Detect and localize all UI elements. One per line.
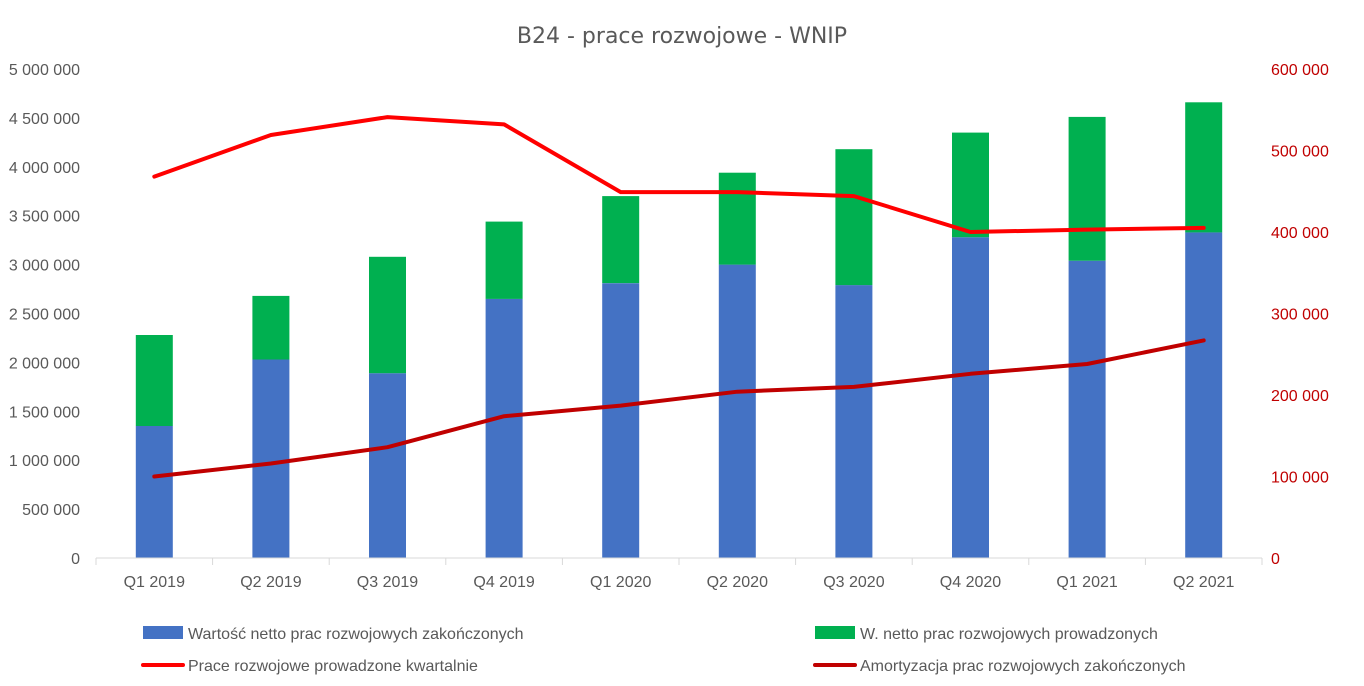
bar-completed-6	[835, 285, 873, 558]
bar-completed-5	[718, 264, 756, 558]
x-tick-label: Q1 2019	[124, 574, 185, 591]
left-tick-label: 4 000 000	[9, 160, 80, 177]
right-tick-label: 200 000	[1271, 388, 1329, 405]
x-tick-label: Q2 2019	[240, 574, 301, 591]
line-series-amortyzacja	[152, 338, 1206, 479]
left-axis-ticks: 0 500 000 1 000 000 1 500 000 2 000 000 2 500…	[9, 62, 80, 568]
bar-in-progress-0	[135, 335, 173, 426]
bar-in-progress-4	[602, 196, 640, 284]
bars-layer	[135, 102, 1223, 559]
x-tick-label: Q2 2020	[707, 574, 768, 591]
bar-in-progress-6	[835, 149, 873, 286]
x-tick-label: Q1 2020	[590, 574, 651, 591]
left-tick-label: 500 000	[22, 502, 80, 519]
left-tick-label: 5 000 000	[9, 62, 80, 79]
bar-completed-2	[369, 373, 406, 558]
bar-in-progress-5	[718, 172, 756, 265]
left-tick-label: 1 000 000	[9, 453, 80, 470]
bar-in-progress-2	[369, 256, 406, 374]
x-tick-label: Q3 2019	[357, 574, 418, 591]
right-tick-label: 0	[1271, 551, 1280, 568]
lines-layer	[152, 115, 1206, 479]
left-tick-label: 3 500 000	[9, 209, 80, 226]
x-tick-label: Q4 2020	[940, 574, 1001, 591]
chart-title: B24 - prace rozwojowe - WNIP	[517, 24, 847, 49]
left-tick-label: 2 500 000	[9, 307, 80, 324]
bar-completed-8	[1068, 260, 1106, 558]
bar-completed-9	[1185, 232, 1223, 559]
line-series-prace-kwartalnie	[152, 115, 1206, 234]
left-tick-label: 3 000 000	[9, 258, 80, 275]
bar-completed-1	[252, 359, 290, 558]
bar-in-progress-1	[252, 295, 290, 360]
right-tick-label: 600 000	[1271, 62, 1329, 79]
bar-completed-3	[485, 298, 523, 558]
right-axis-ticks: 0 100 000 200 000 300 000 400 000 500 000 600 …	[1271, 62, 1329, 568]
bar-completed-4	[602, 283, 640, 558]
bar-in-progress-7	[952, 132, 989, 238]
bar-in-progress-8	[1068, 116, 1106, 261]
bar-in-progress-3	[485, 221, 523, 299]
bar-completed-0	[135, 426, 173, 558]
right-tick-label: 500 000	[1271, 144, 1329, 161]
bar-completed-7	[952, 237, 989, 558]
bar-in-progress-9	[1185, 102, 1223, 233]
left-tick-label: 4 500 000	[9, 111, 80, 128]
right-tick-label: 400 000	[1271, 225, 1329, 242]
legend: Wartość netto prac rozwojowych zakończon…	[141, 626, 1185, 675]
right-tick-label: 300 000	[1271, 307, 1329, 324]
legend-swatch	[143, 626, 183, 639]
left-tick-label: 1 500 000	[9, 404, 80, 421]
left-tick-label: 0	[71, 551, 80, 568]
x-axis-ticks: Q1 2019 Q2 2019 Q3 2019 Q4 2019 Q1 2020 Q2 20…	[95, 558, 1263, 591]
x-tick-label: Q3 2020	[823, 574, 884, 591]
x-tick-label: Q4 2019	[473, 574, 534, 591]
legend-label: Amortyzacja prac rozwojowych zakończonyc…	[860, 658, 1185, 675]
right-tick-label: 100 000	[1271, 470, 1329, 487]
legend-label: W. netto prac rozwojowych prowadzonych	[860, 626, 1158, 643]
legend-swatch	[815, 626, 855, 639]
x-tick-label: Q1 2021	[1056, 574, 1117, 591]
x-tick-label: Q2 2021	[1173, 574, 1234, 591]
left-tick-label: 2 000 000	[9, 355, 80, 372]
legend-label: Wartość netto prac rozwojowych zakończon…	[188, 626, 524, 643]
legend-label: Prace rozwojowe prowadzone kwartalnie	[188, 658, 478, 675]
